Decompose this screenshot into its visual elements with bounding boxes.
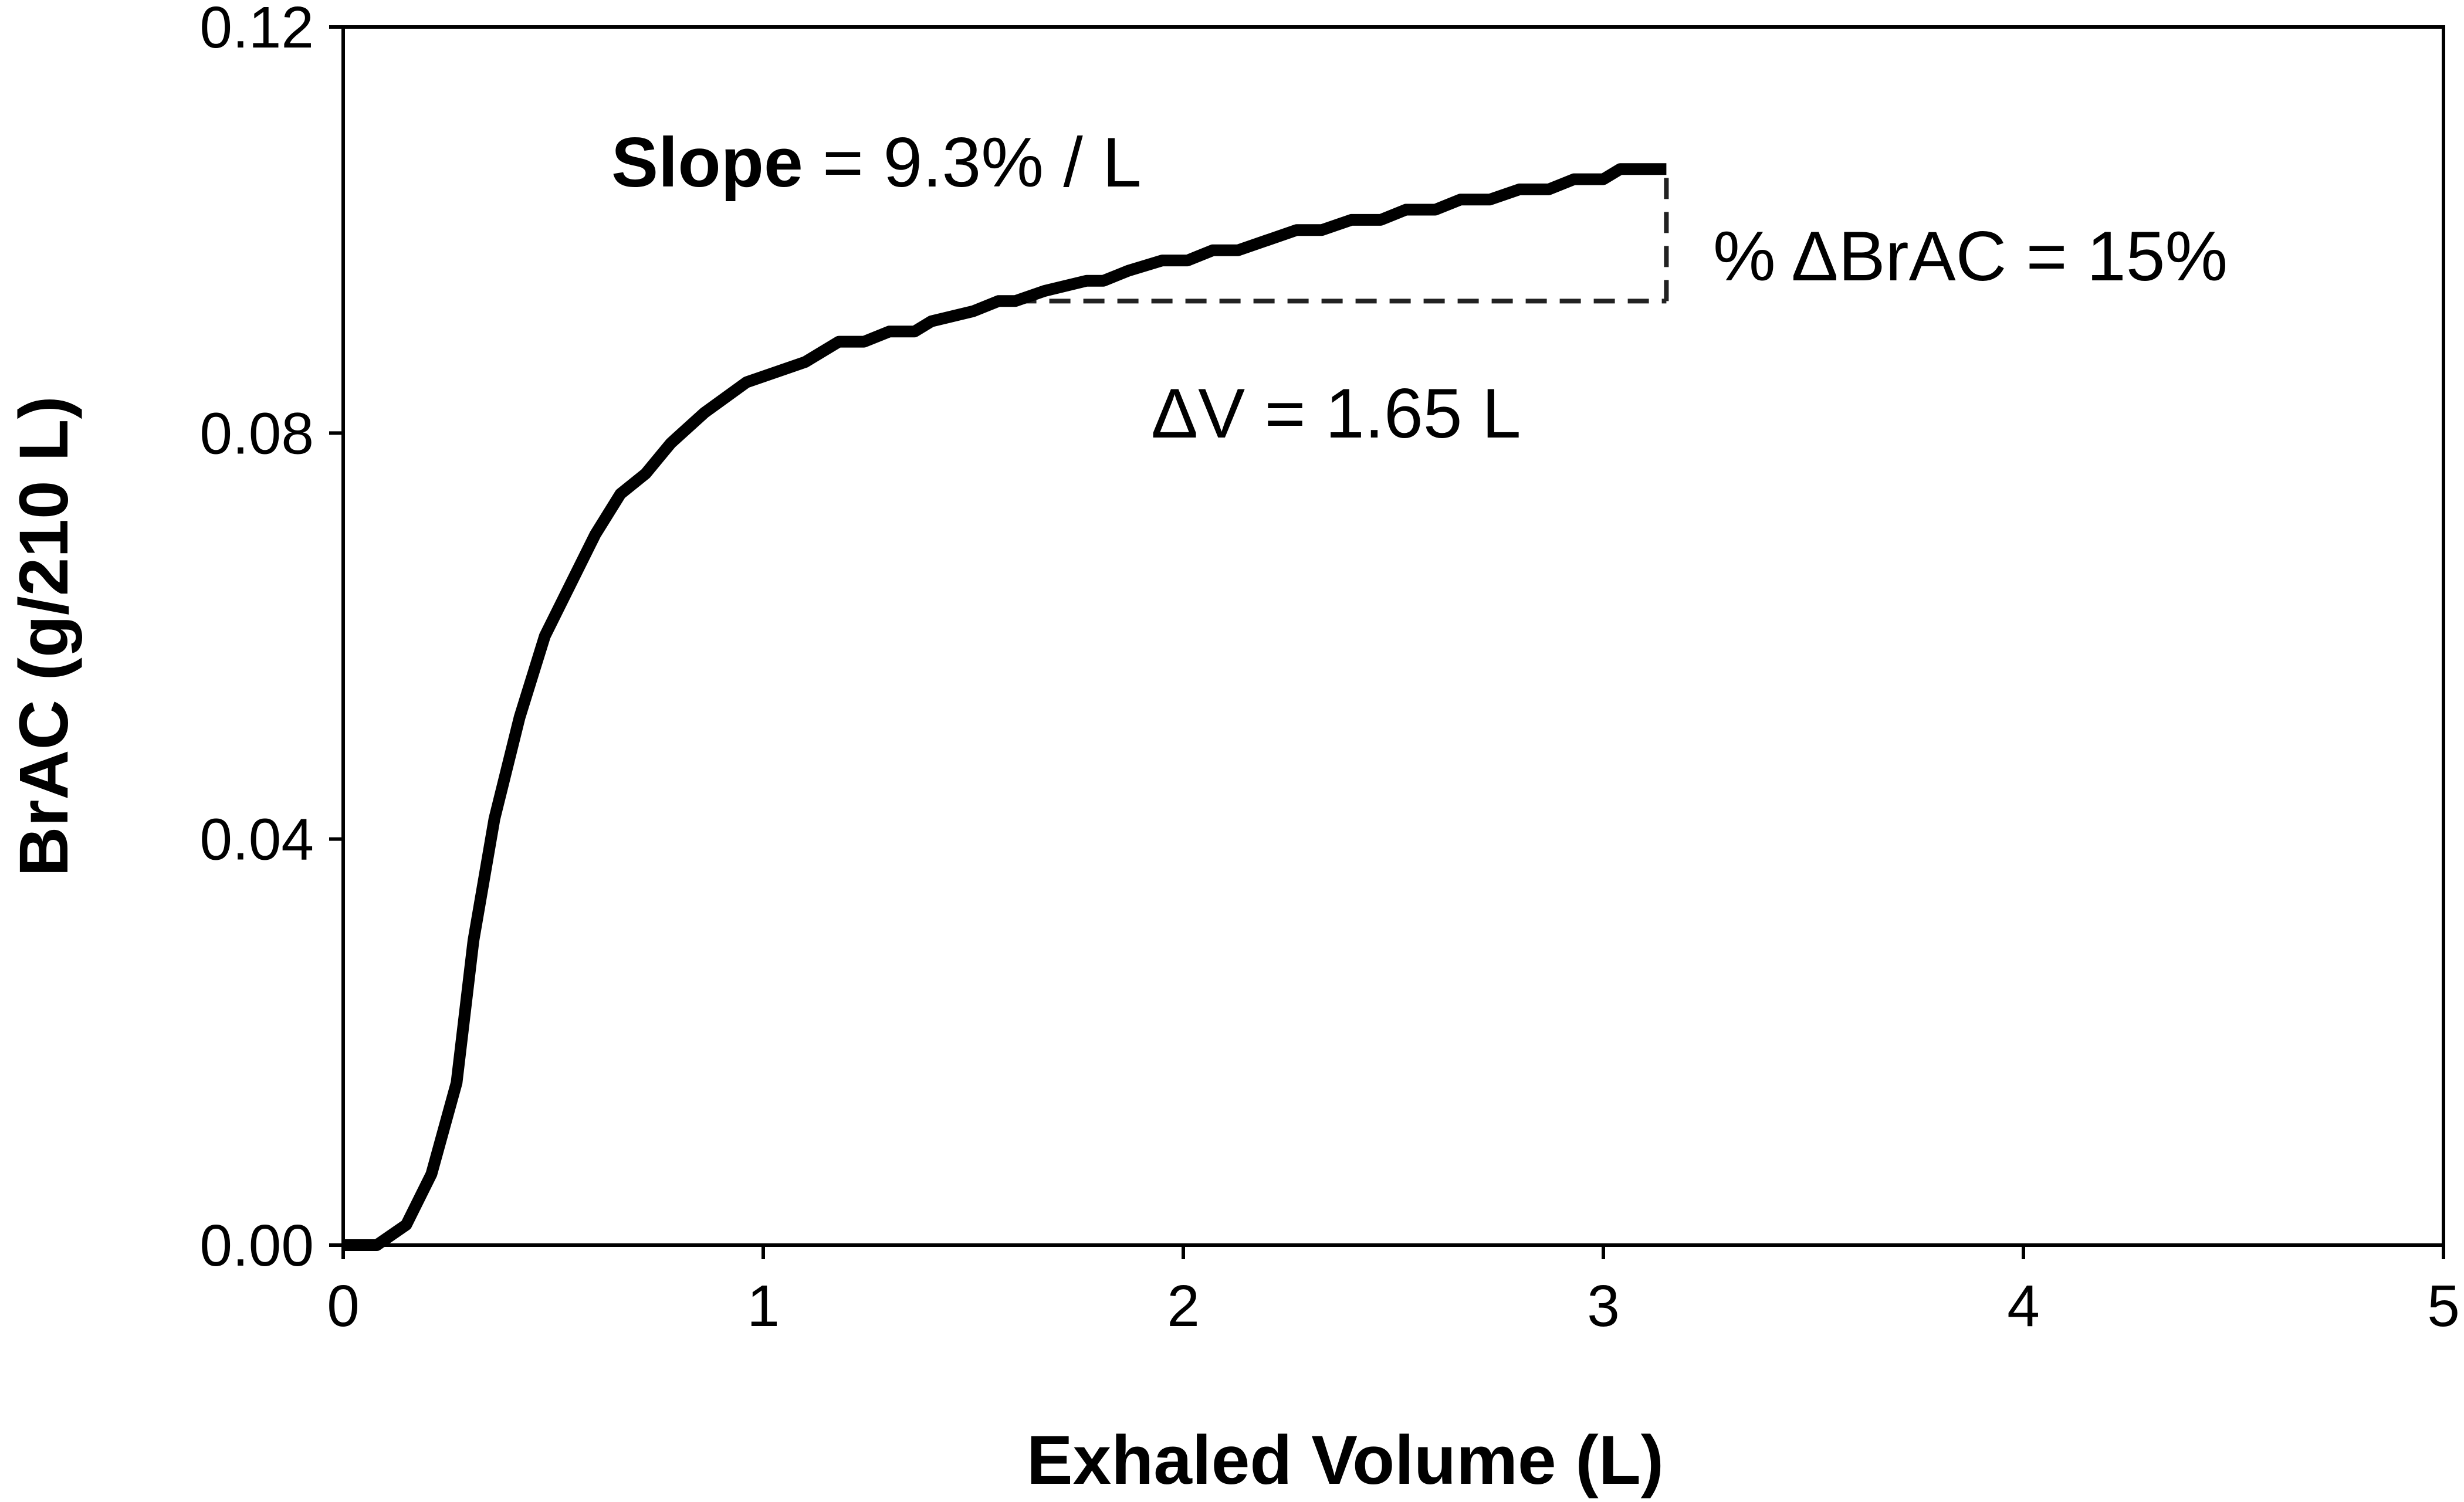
- x-tick-label: 5: [2427, 1273, 2460, 1339]
- x-axis-title: Exhaled Volume (L): [1027, 1422, 1664, 1499]
- slope-value: = 9.3% / L: [803, 123, 1142, 202]
- y-tick-label: 0.00: [199, 1213, 314, 1279]
- x-tick-label: 3: [1587, 1273, 1620, 1339]
- x-tick-label: 0: [327, 1273, 360, 1339]
- delta-brac-annotation: % ΔBrAC = 15%: [1713, 217, 2228, 296]
- x-tick-label: 1: [747, 1273, 780, 1339]
- y-tick-label: 0.08: [199, 401, 314, 466]
- slope-label: Slope: [611, 123, 803, 202]
- plot-frame: [341, 25, 2445, 1247]
- brac-curve: [343, 163, 1667, 1251]
- slope-annotation: Slope = 9.3% / L: [611, 123, 1142, 202]
- delta-v-annotation: ΔV = 1.65 L: [1151, 374, 1521, 453]
- x-axis-ticks: 0 1 2 3 4 5: [327, 1245, 2460, 1339]
- y-tick-label: 0.12: [199, 0, 314, 60]
- y-axis-ticks: 0.00 0.04 0.08 0.12: [199, 0, 343, 1279]
- y-axis-title: BrAC (g/210 L): [5, 396, 83, 877]
- x-tick-label: 2: [1167, 1273, 1200, 1339]
- x-tick-label: 4: [2007, 1273, 2040, 1339]
- y-tick-label: 0.04: [199, 807, 314, 873]
